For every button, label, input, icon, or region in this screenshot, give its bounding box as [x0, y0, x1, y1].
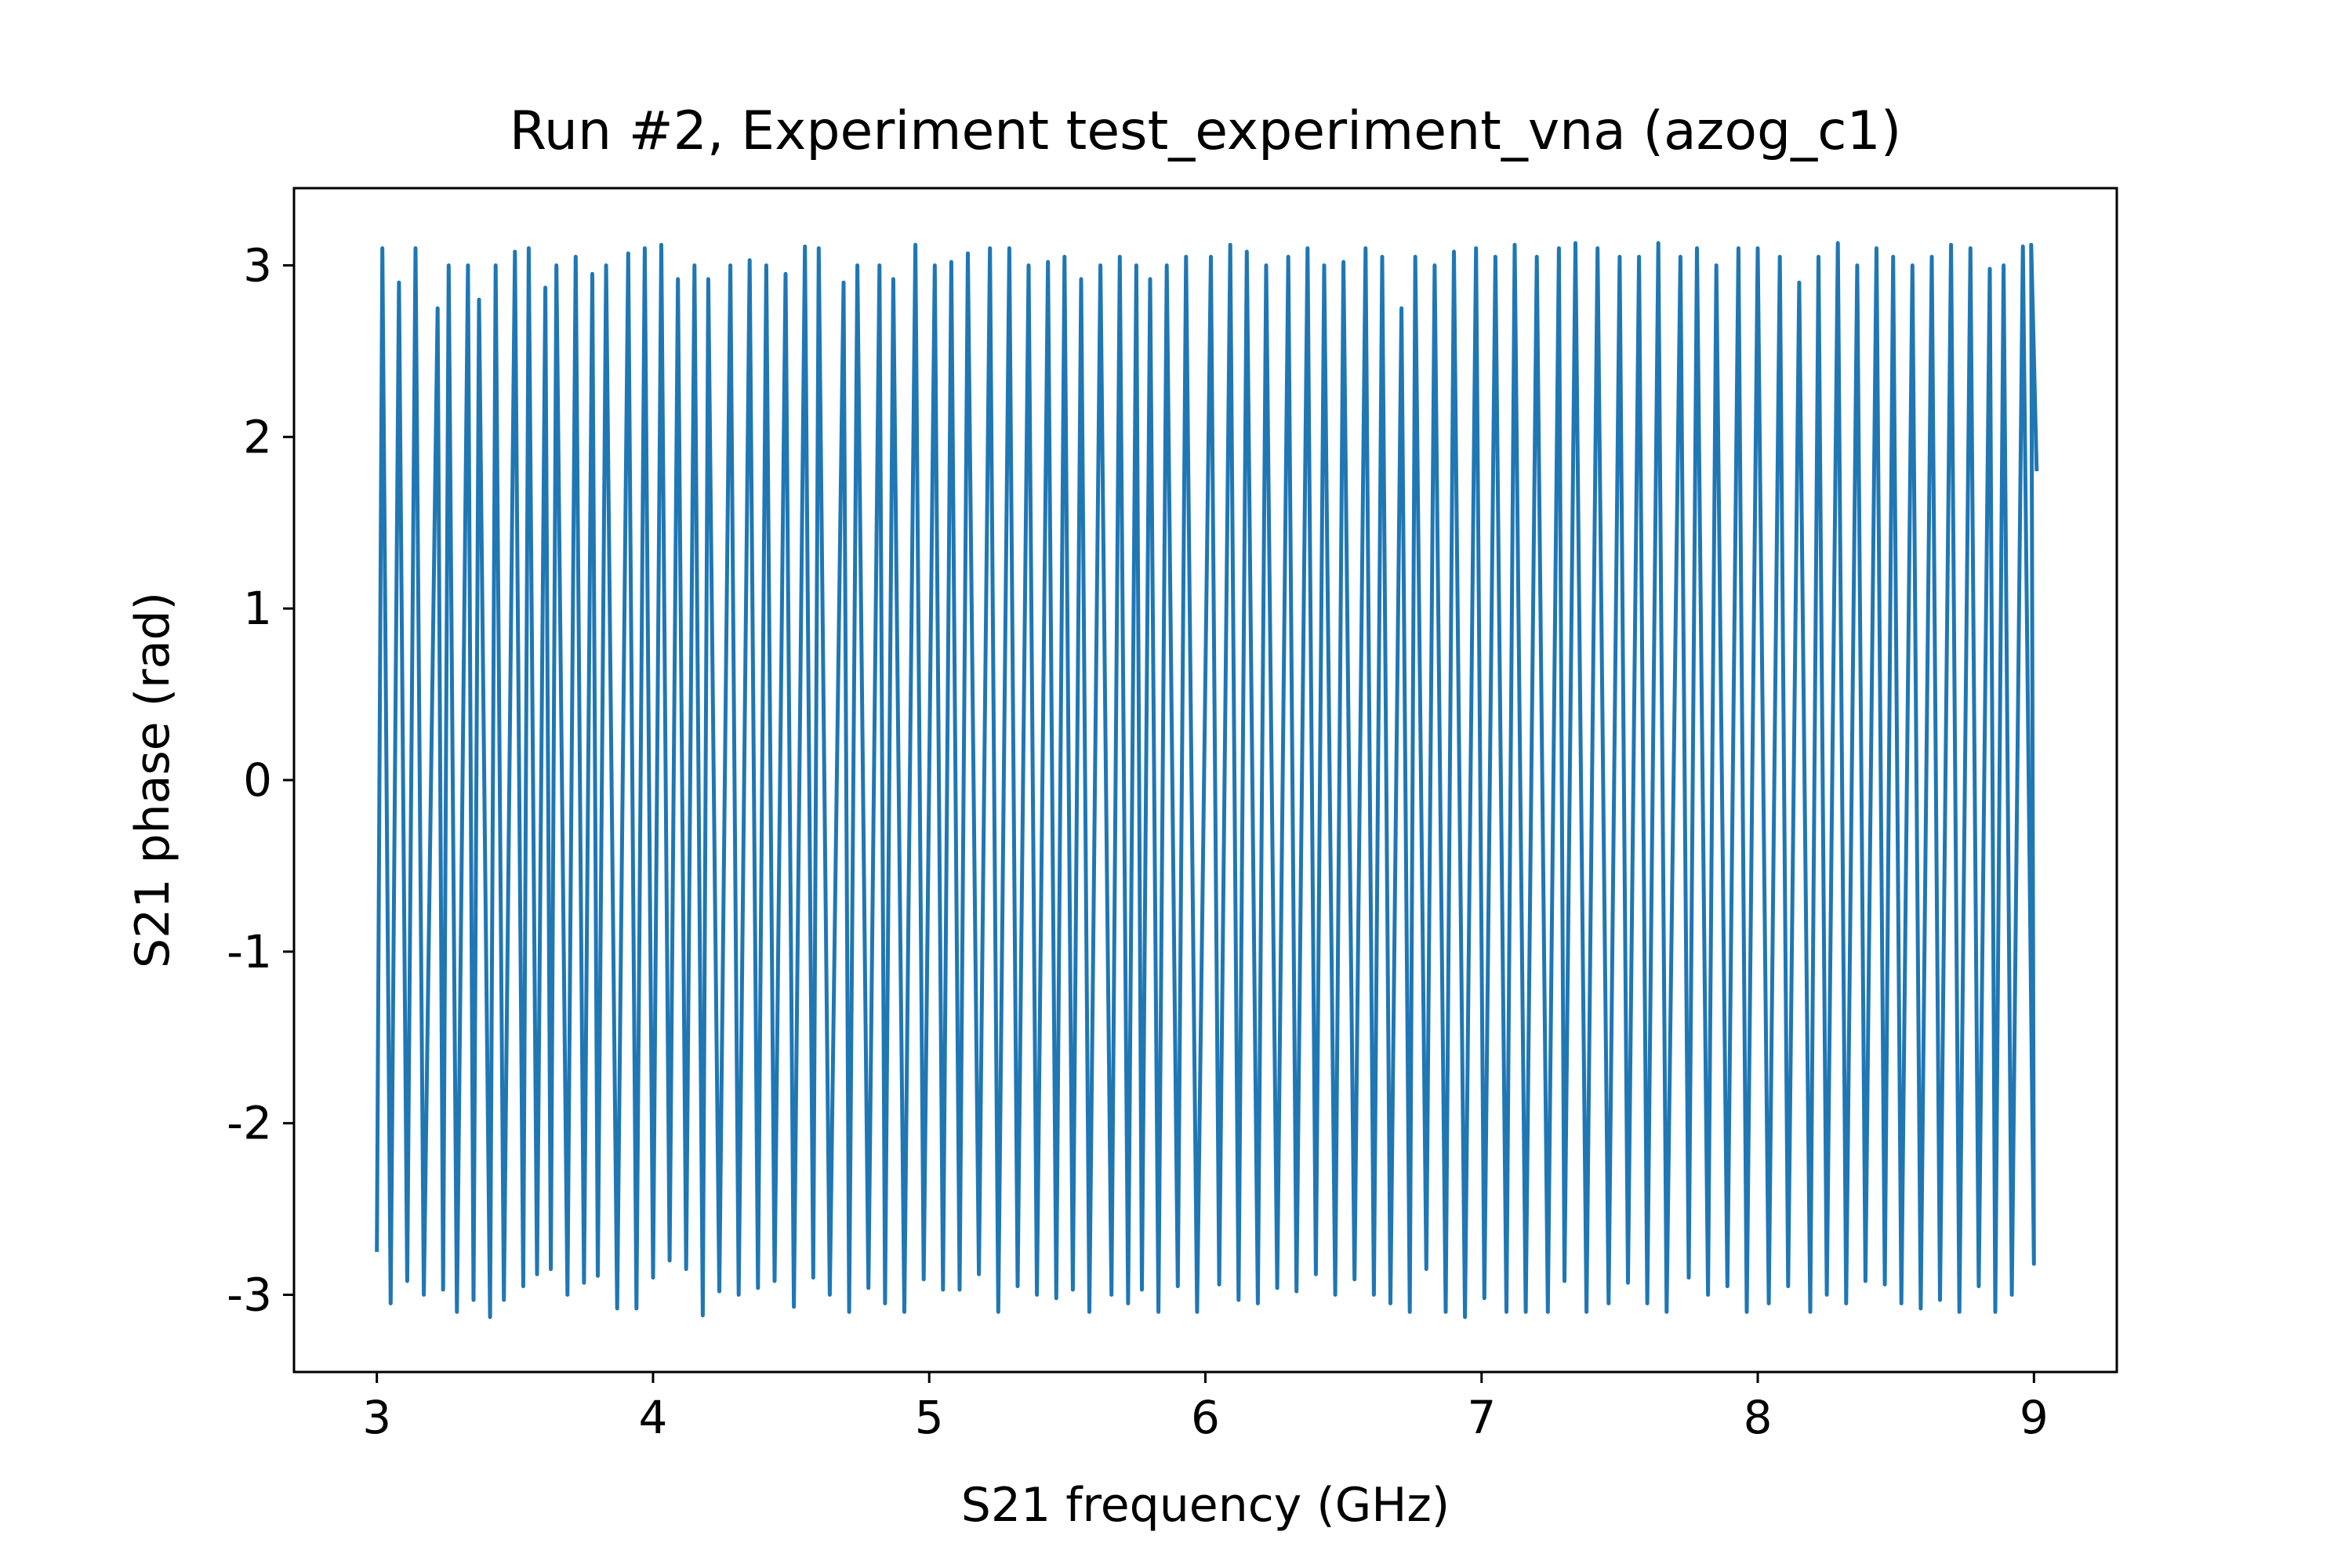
x-tick-label: 4	[639, 1391, 668, 1444]
y-tick-label: -1	[227, 925, 272, 978]
y-tick-label: -2	[227, 1097, 272, 1150]
x-tick-label: 6	[1191, 1391, 1220, 1444]
x-tick-label: 5	[915, 1391, 944, 1444]
x-tick-label: 9	[2020, 1391, 2049, 1444]
x-tick-label: 8	[1744, 1391, 1773, 1444]
y-tick-label: 1	[243, 582, 272, 635]
y-tick-label: 3	[243, 238, 272, 292]
chart-title: Run #2, Experiment test_experiment_vna (…	[510, 100, 1902, 162]
y-tick-label: -3	[227, 1269, 272, 1322]
x-axis-ticks: 3 4 5 6 7 8 9	[362, 1372, 2049, 1444]
plot-area	[375, 241, 2039, 1319]
y-axis-ticks: -3 -2 -1 0 1 2 3	[227, 238, 294, 1322]
x-tick-label: 3	[362, 1391, 391, 1444]
x-tick-label: 7	[1467, 1391, 1496, 1444]
x-axis-label: S21 frequency (GHz)	[961, 1478, 1450, 1533]
y-tick-label: 2	[243, 410, 272, 463]
y-tick-label: 0	[243, 753, 272, 807]
series-line-s21-phase	[375, 241, 2039, 1319]
y-axis-label: S21 phase (rad)	[125, 592, 180, 968]
